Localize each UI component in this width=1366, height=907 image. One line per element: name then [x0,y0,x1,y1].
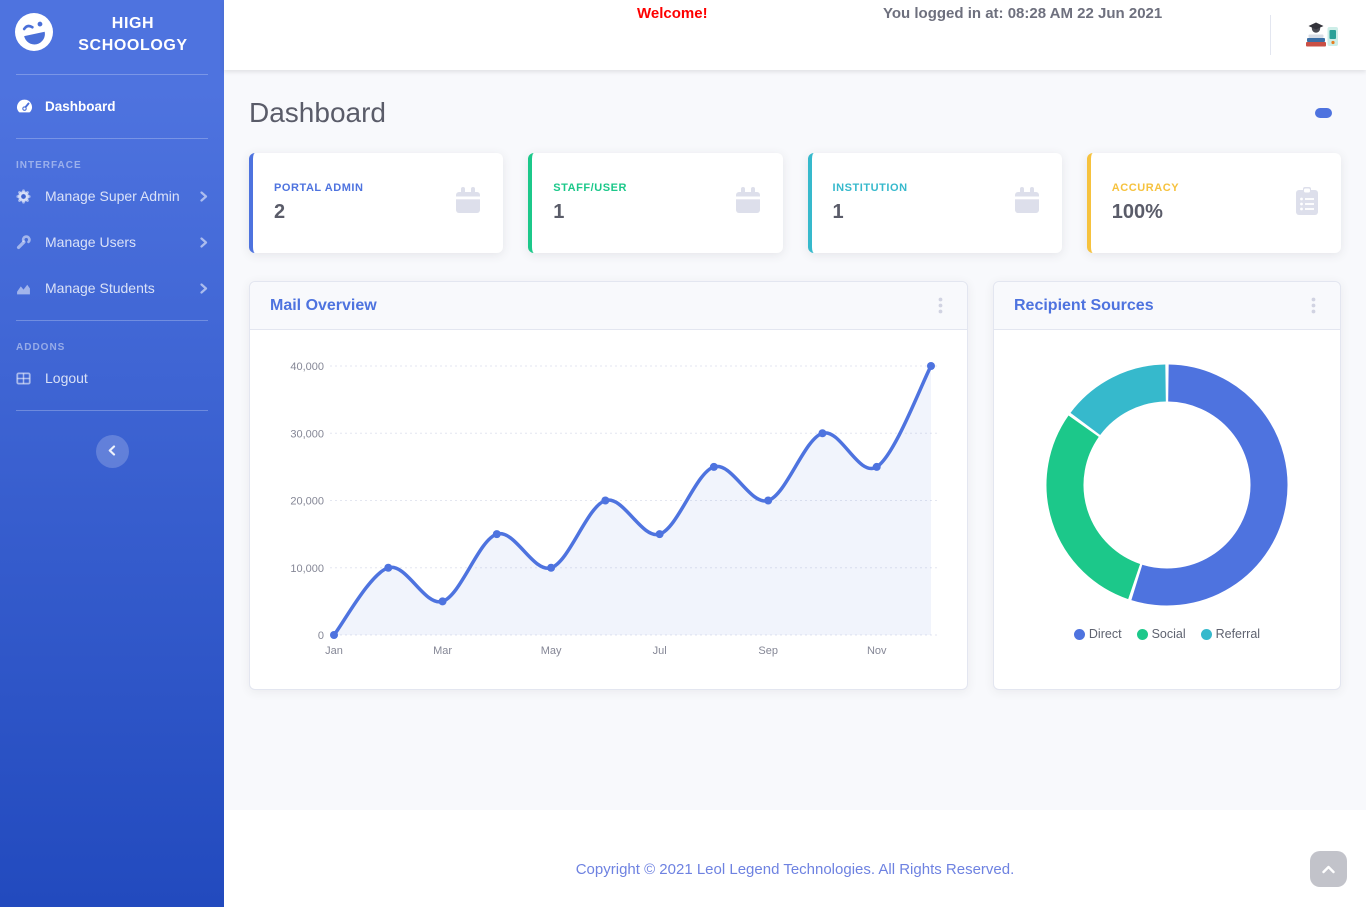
stat-label: STAFF/USER [553,182,627,194]
sidebar-divider [16,320,208,321]
legend-item-social: Social [1136,627,1186,641]
calendar-icon [1012,186,1042,221]
sidebar-item-label: Logout [45,370,88,386]
login-time-text: You logged in at: 08:28 AM 22 Jun 2021 [883,5,1163,22]
welcome-text: Welcome! [637,5,708,22]
sidebar-item-label: Manage Students [45,280,155,296]
sidebar-item-manage-super-admin[interactable]: Manage Super Admin [0,173,224,219]
sidebar-divider [16,138,208,139]
card-title: Recipient Sources [1014,296,1154,314]
sidebar-item-label: Manage Super Admin [45,188,180,204]
calendar-icon [453,186,483,221]
sidebar-item-label: Manage Users [45,234,137,250]
legend-label: Direct [1088,627,1122,641]
calendar-icon [733,186,763,221]
card-menu-button[interactable] [934,295,947,316]
chevron-right-icon [200,236,208,248]
legend-item-referral: Referral [1200,627,1261,641]
topbar-divider [1270,15,1271,55]
chart-area-icon [16,281,36,296]
wrench-icon [16,234,36,250]
stat-value: 100% [1111,201,1163,223]
sidebar-item-label: Dashboard [45,99,116,114]
clipboard-list-icon [1293,186,1321,221]
stat-label: PORTAL ADMIN [274,182,364,194]
legend-label: Referral [1215,627,1261,641]
generate-report-button[interactable] [1315,108,1332,118]
chart-legend: Direct Social Referral [994,627,1340,641]
stat-label: INSTITUTION [832,182,908,194]
smiley-logo-icon [14,12,54,57]
legend-dot [1136,628,1148,640]
sidebar-divider [16,74,208,75]
svg-text:20,000: 20,000 [290,496,324,508]
sidebar: HIGH SCHOOLOGY Dashboard INTERFACE [0,0,224,907]
ellipsis-v-icon [938,297,943,314]
sidebar-item-manage-students[interactable]: Manage Students [0,265,224,311]
chevron-right-icon [200,282,208,294]
svg-text:Jan: Jan [325,645,343,657]
chevron-right-icon [200,190,208,202]
footer: Copyright © 2021 Leol Legend Technologie… [224,810,1366,907]
chevron-up-icon [1322,862,1335,877]
sidebar-item-manage-users[interactable]: Manage Users [0,219,224,265]
user-avatar[interactable] [1304,19,1340,57]
card-title: Mail Overview [270,296,377,314]
svg-text:40,000: 40,000 [290,361,324,373]
stat-card-staff-user: STAFF/USER 1 [528,153,783,253]
tachometer-icon [16,98,36,115]
legend-label: Social [1151,627,1186,641]
sidebar-section-interface: INTERFACE [16,160,82,171]
page-content: Dashboard PORTAL ADMIN 2 STAFF/USER [224,70,1366,810]
svg-text:Nov: Nov [867,645,887,657]
graduate-student-image [1306,22,1338,47]
legend-dot [1200,628,1212,640]
recipient-sources-chart [1046,364,1288,606]
card-menu-button[interactable] [1307,295,1320,316]
stat-cards-row: PORTAL ADMIN 2 STAFF/USER 1 [249,153,1341,253]
stat-card-institution: INSTITUTION 1 [807,153,1062,253]
stat-label: ACCURACY [1111,182,1180,194]
svg-text:0: 0 [318,630,324,642]
legend-dot [1073,628,1085,640]
brand-title: HIGH SCHOOLOGY [78,14,188,54]
svg-text:Sep: Sep [758,645,778,657]
sidebar-item-logout[interactable]: Logout [0,355,224,401]
page-title: Dashboard [249,97,386,128]
stat-value: 1 [832,201,844,223]
brand[interactable]: HIGH SCHOOLOGY [0,0,224,65]
svg-text:Mar: Mar [433,645,452,657]
svg-text:30,000: 30,000 [290,428,324,440]
svg-text:10,000: 10,000 [290,563,324,575]
copyright-text: Copyright © 2021 Leol Legend Technologie… [575,861,1015,878]
stat-card-portal-admin: PORTAL ADMIN 2 [249,153,504,253]
table-icon [16,371,36,386]
gear-icon [16,188,36,204]
mail-overview-card: Mail Overview 0 10,000 20,000 30,000 40,000 J… [249,281,968,690]
sidebar-divider [16,410,208,411]
sidebar-section-addons: ADDONS [16,342,66,353]
ellipsis-v-icon [1311,297,1316,314]
topbar: Welcome! You logged in at: 08:28 AM 22 J… [224,0,1366,70]
sidebar-collapse-button[interactable] [95,435,129,468]
stat-card-accuracy: ACCURACY 100% [1086,153,1341,253]
svg-text:May: May [541,645,562,657]
recipient-sources-card: Recipient Sources Direct Social Referral [993,281,1341,690]
scroll-to-top-button[interactable] [1310,851,1347,887]
chevron-left-icon [108,444,116,459]
stat-value: 2 [274,201,286,223]
sidebar-item-dashboard[interactable]: Dashboard [0,84,224,129]
stat-value: 1 [553,201,565,223]
svg-text:Jul: Jul [653,645,667,657]
mail-overview-chart: 0 10,000 20,000 30,000 40,000 Jan Mar May Jul Sep… [290,361,939,657]
legend-item-direct: Direct [1073,627,1122,641]
